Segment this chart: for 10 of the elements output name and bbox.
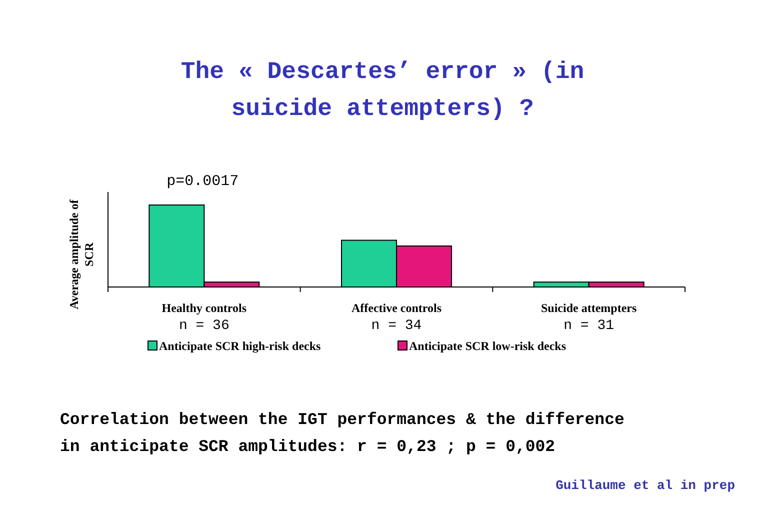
y-axis-title: Average amplitude of SCR <box>67 198 96 310</box>
text: Guillaume et al in prep <box>556 478 736 493</box>
annotation: p=0.0017 <box>166 173 239 190</box>
x-tick-label: Affective controls n = 34 <box>351 301 442 334</box>
x-tick-label: Healthy controls n = 36 <box>162 301 247 334</box>
chart-title: The « Descartes’ error » (in suicide attempters) ? <box>180 59 584 123</box>
legend-label: Anticipate SCR low-risk decks <box>409 339 566 353</box>
text: Correlation between the IGT performances & the difference in anticipate SCR amplitudes: r = 0,23 ; p = 0,002 <box>60 410 624 456</box>
legend-label: Anticipate SCR high-risk decks <box>159 339 322 353</box>
x-tick-label: Suicide attempters n = 31 <box>541 301 637 334</box>
